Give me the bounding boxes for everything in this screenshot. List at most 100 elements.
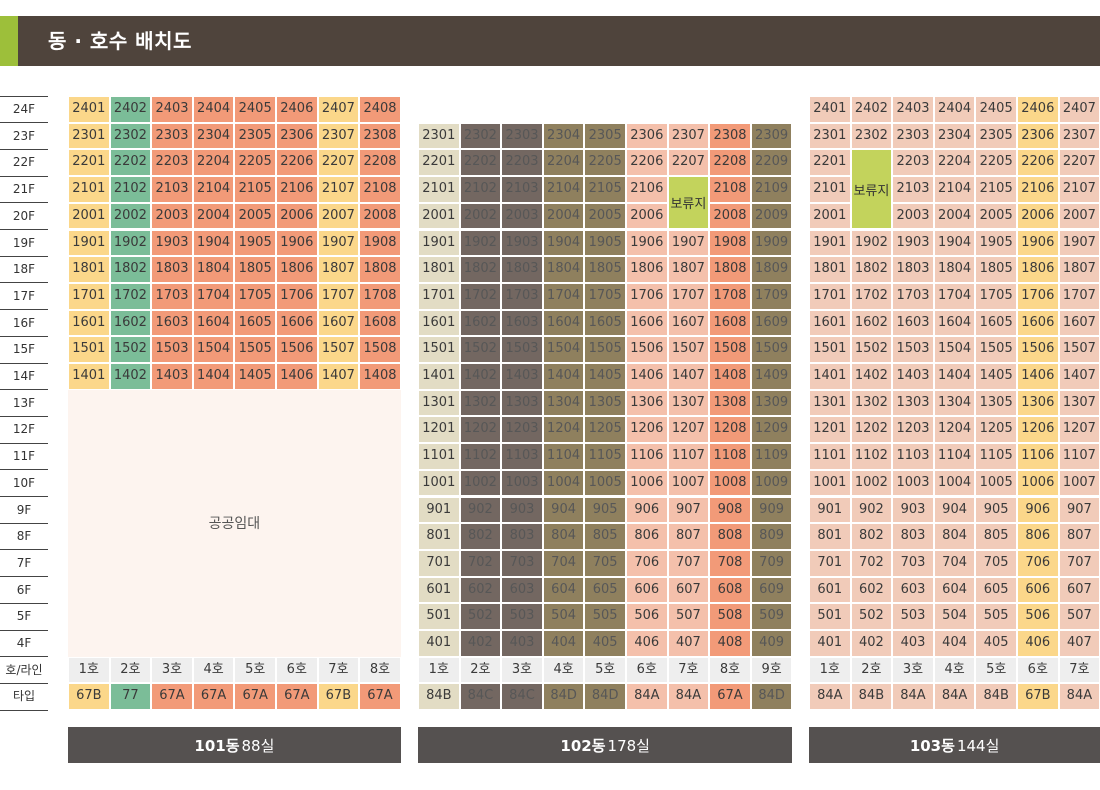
unit-cell: 1704 [192, 282, 235, 310]
unit-cell: 1602 [850, 309, 893, 337]
unit-cell: 1501 [809, 336, 851, 363]
unit-cell: 502 [459, 603, 502, 630]
unit-cell: 1706 [626, 282, 668, 310]
building-name: 101동 [194, 736, 240, 755]
unit-cell: 601 [418, 576, 460, 604]
unit-cell: 1804 [933, 256, 976, 283]
type-row-label: 타입 [12, 689, 36, 704]
unit-cell: 1209 [750, 416, 793, 444]
unit-cell: 1608 [359, 309, 401, 337]
unit-cell: 406 [626, 630, 668, 657]
unit-cell: 1105 [975, 443, 1017, 470]
unit-cell: 1603 [892, 309, 934, 337]
unit-cell: 2206 [276, 149, 318, 177]
unit-cell: 1105 [584, 443, 626, 470]
line-label-cell: 7호 [1058, 656, 1100, 684]
unit-cell: 1901 [68, 229, 110, 257]
unit-cell: 1506 [626, 336, 668, 363]
unit-cell: 1401 [68, 363, 110, 390]
unit-cell: 1807 [1058, 256, 1100, 283]
unit-cell: 606 [626, 576, 668, 604]
unit-cell: 1005 [584, 469, 626, 497]
unit-cell: 2108 [709, 176, 751, 203]
unit-cell: 1602 [459, 309, 502, 337]
unit-cell: 503 [892, 603, 934, 630]
unit-cell: 507 [1058, 603, 1100, 630]
unit-cell: 2203 [151, 149, 193, 177]
unit-cell: 2305 [584, 122, 626, 150]
unit-cell: 1504 [933, 336, 976, 363]
unit-cell: 1908 [359, 229, 401, 257]
unit-cell: 2406 [276, 96, 318, 123]
unit-cell: 1609 [750, 309, 793, 337]
unit-cell: 1706 [276, 282, 318, 310]
unit-cell: 1604 [933, 309, 976, 337]
unit-cell: 2304 [192, 122, 235, 150]
type-cell: 84C [501, 683, 543, 711]
floor-label: 15F [12, 342, 36, 357]
unit-cell: 806 [626, 523, 668, 550]
unit-cell: 2401 [809, 96, 851, 123]
unit-cell: 502 [850, 603, 893, 630]
reserved-unit-block: 보류지 [667, 176, 710, 230]
unit-cell: 2003 [501, 202, 543, 230]
unit-cell: 809 [750, 523, 793, 550]
unit-cell: 404 [933, 630, 976, 657]
type-cell: 84A [933, 683, 976, 711]
unit-cell: 1702 [459, 282, 502, 310]
line-label-cell: 1호 [418, 656, 460, 684]
building-unit-count: 144실 [956, 736, 1000, 755]
floor-label: 24F [12, 102, 36, 116]
unit-cell: 2103 [501, 176, 543, 203]
unit-cell: 2203 [501, 149, 543, 177]
unit-cell: 1907 [667, 229, 710, 257]
unit-cell: 2001 [418, 202, 460, 230]
building-footer: 101동 88실 [68, 727, 401, 763]
line-label-cell: 3호 [501, 656, 543, 684]
unit-cell: 1305 [584, 389, 626, 417]
unit-cell: 1007 [667, 469, 710, 497]
unit-cell: 2207 [667, 149, 710, 177]
unit-cell: 608 [709, 576, 751, 604]
unit-cell: 402 [459, 630, 502, 657]
unit-cell: 401 [809, 630, 851, 657]
unit-cell: 2405 [234, 96, 276, 123]
line-label-cell: 9호 [750, 656, 793, 684]
unit-cell: 1205 [975, 416, 1017, 444]
line-label-cell: 6호 [1017, 656, 1059, 684]
unit-cell: 705 [584, 549, 626, 577]
unit-cell: 2404 [933, 96, 976, 123]
unit-cell: 2004 [542, 202, 585, 230]
unit-cell: 607 [1058, 576, 1100, 604]
unit-cell: 501 [418, 603, 460, 630]
unit-cell: 1408 [359, 363, 401, 390]
unit-cell: 2304 [542, 122, 585, 150]
unit-cell: 1108 [709, 443, 751, 470]
unit-cell: 1204 [542, 416, 585, 444]
line-row-label: 호/라인 [5, 662, 43, 677]
unit-cell: 403 [501, 630, 543, 657]
unit-cell: 1406 [1017, 363, 1059, 390]
unit-cell: 1107 [1058, 443, 1100, 470]
unit-cell: 1005 [975, 469, 1017, 497]
unit-cell: 1103 [892, 443, 934, 470]
unit-cell: 2201 [809, 149, 851, 177]
unit-cell: 1502 [459, 336, 502, 363]
unit-cell: 1106 [626, 443, 668, 470]
building-unit-count: 88실 [241, 736, 275, 755]
unit-cell: 1702 [850, 282, 893, 310]
line-label-cell: 4호 [192, 656, 235, 684]
floor-divider [0, 656, 48, 658]
page-header: 동 · 호수 배치도 [0, 16, 1100, 66]
unit-cell: 1004 [542, 469, 585, 497]
unit-cell: 1102 [459, 443, 502, 470]
unit-cell: 1106 [1017, 443, 1059, 470]
unit-cell: 602 [850, 576, 893, 604]
unit-cell: 1605 [975, 309, 1017, 337]
floor-divider [0, 255, 48, 257]
building-footer: 103동 144실 [809, 727, 1100, 763]
unit-cell: 2109 [750, 176, 793, 203]
unit-cell: 1309 [750, 389, 793, 417]
floor-divider [0, 522, 48, 524]
unit-cell: 1708 [709, 282, 751, 310]
